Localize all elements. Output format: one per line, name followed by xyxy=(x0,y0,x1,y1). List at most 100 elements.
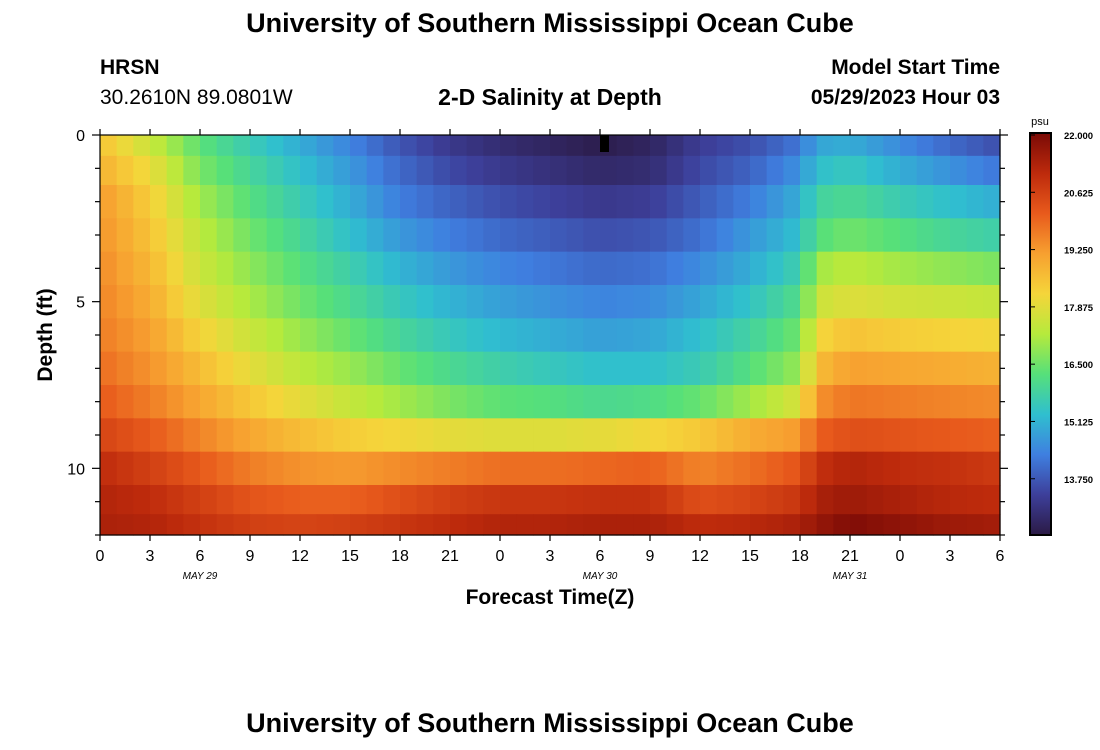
heatmap-cell xyxy=(683,485,701,515)
heatmap-cell xyxy=(566,514,584,536)
x-tick-label: 0 xyxy=(96,548,105,565)
heatmap-cell xyxy=(650,135,668,157)
y-tick-label: 10 xyxy=(67,461,85,478)
heatmap-cell xyxy=(383,451,401,486)
heatmap-cell xyxy=(900,351,918,386)
heatmap-cell xyxy=(633,514,651,536)
colorbar-label: 17.875 xyxy=(1064,303,1094,314)
heatmap-cell xyxy=(900,218,918,253)
heatmap-cell xyxy=(433,514,451,536)
heatmap-cell xyxy=(850,485,868,515)
heatmap-cell xyxy=(266,135,284,157)
heatmap-cell xyxy=(983,155,1001,186)
heatmap-cell xyxy=(833,451,851,486)
heatmap-cell xyxy=(116,285,134,319)
heatmap-cell xyxy=(633,318,651,353)
heatmap-cell xyxy=(833,318,851,353)
heatmap-cell xyxy=(400,351,418,386)
heatmap-cell xyxy=(533,155,551,186)
heatmap-cell xyxy=(716,318,734,353)
heatmap-cell xyxy=(816,251,834,286)
heatmap-cell xyxy=(550,318,568,353)
heatmap-cell xyxy=(383,351,401,386)
heatmap-cell xyxy=(900,514,918,536)
heatmap-cell xyxy=(300,135,318,157)
heatmap-cell xyxy=(983,218,1001,253)
heatmap-cell xyxy=(100,285,118,319)
heatmap-cell xyxy=(366,418,384,453)
heatmap-cell xyxy=(433,185,451,219)
heatmap-cell xyxy=(533,135,551,157)
heatmap-cell xyxy=(150,285,168,319)
heatmap-cell xyxy=(600,318,618,353)
heatmap-cell xyxy=(216,485,234,515)
heatmap-cell xyxy=(583,485,601,515)
heatmap-cell xyxy=(316,185,334,219)
heatmap-cell xyxy=(600,514,618,536)
heatmap-cell xyxy=(833,485,851,515)
heatmap-cell xyxy=(316,418,334,453)
heatmap-cell xyxy=(933,385,951,419)
heatmap-cell xyxy=(116,514,134,536)
heatmap-cell xyxy=(816,318,834,353)
heatmap-cell xyxy=(533,351,551,386)
heatmap-cell xyxy=(450,185,468,219)
heatmap-cell xyxy=(900,385,918,419)
heatmap-cell xyxy=(650,318,668,353)
heatmap-cell xyxy=(366,385,384,419)
heatmap-cell xyxy=(550,385,568,419)
heatmap-cell xyxy=(666,185,684,219)
heatmap-cell xyxy=(283,155,301,186)
heatmap-cell xyxy=(650,285,668,319)
heatmap-cell xyxy=(866,451,884,486)
heatmap-cell xyxy=(733,135,751,157)
heatmap-cell xyxy=(600,385,618,419)
heatmap-cell xyxy=(683,418,701,453)
heatmap-cell xyxy=(950,514,968,536)
heatmap-cell xyxy=(166,514,184,536)
heatmap-cell xyxy=(450,451,468,486)
heatmap-cell xyxy=(766,418,784,453)
heatmap-cell xyxy=(850,318,868,353)
heatmap-cell xyxy=(950,155,968,186)
heatmap-cell xyxy=(550,155,568,186)
heatmap-cell xyxy=(416,135,434,157)
heatmap-cell xyxy=(550,135,568,157)
heatmap-cell xyxy=(500,451,518,486)
heatmap-cell xyxy=(200,185,218,219)
heatmap-cell xyxy=(450,351,468,386)
x-tick-label: 18 xyxy=(791,548,809,565)
heatmap-cell xyxy=(866,514,884,536)
heatmap-cell xyxy=(183,451,201,486)
heatmap-cell xyxy=(416,451,434,486)
heatmap-cell xyxy=(950,251,968,286)
heatmap-cell xyxy=(700,285,718,319)
heatmap-cell xyxy=(516,485,534,515)
heatmap-cell xyxy=(350,351,368,386)
heatmap-cell xyxy=(900,135,918,157)
y-axis: 0 5 10 xyxy=(67,128,1008,536)
heatmap-cell xyxy=(766,351,784,386)
heatmap-cell xyxy=(316,218,334,253)
heatmap-cell xyxy=(833,351,851,386)
heatmap-cell xyxy=(883,135,901,157)
heatmap-cell xyxy=(133,251,151,286)
heatmap-cell xyxy=(916,251,934,286)
heatmap-cell xyxy=(916,318,934,353)
heatmap-cell xyxy=(850,155,868,186)
heatmap-cell xyxy=(533,385,551,419)
heatmap-cell xyxy=(200,135,218,157)
heatmap-cell xyxy=(216,351,234,386)
heatmap-cell xyxy=(600,218,618,253)
heatmap-cell xyxy=(166,385,184,419)
heatmap-cell xyxy=(633,285,651,319)
heatmap-cell xyxy=(950,218,968,253)
heatmap-cell xyxy=(783,385,801,419)
x-tick-label: 18 xyxy=(391,548,409,565)
heatmap-cell xyxy=(466,514,484,536)
heatmap-cell xyxy=(350,485,368,515)
heatmap-cell xyxy=(566,418,584,453)
heatmap-cell xyxy=(633,451,651,486)
heatmap-cell xyxy=(700,318,718,353)
heatmap-cell xyxy=(800,251,818,286)
